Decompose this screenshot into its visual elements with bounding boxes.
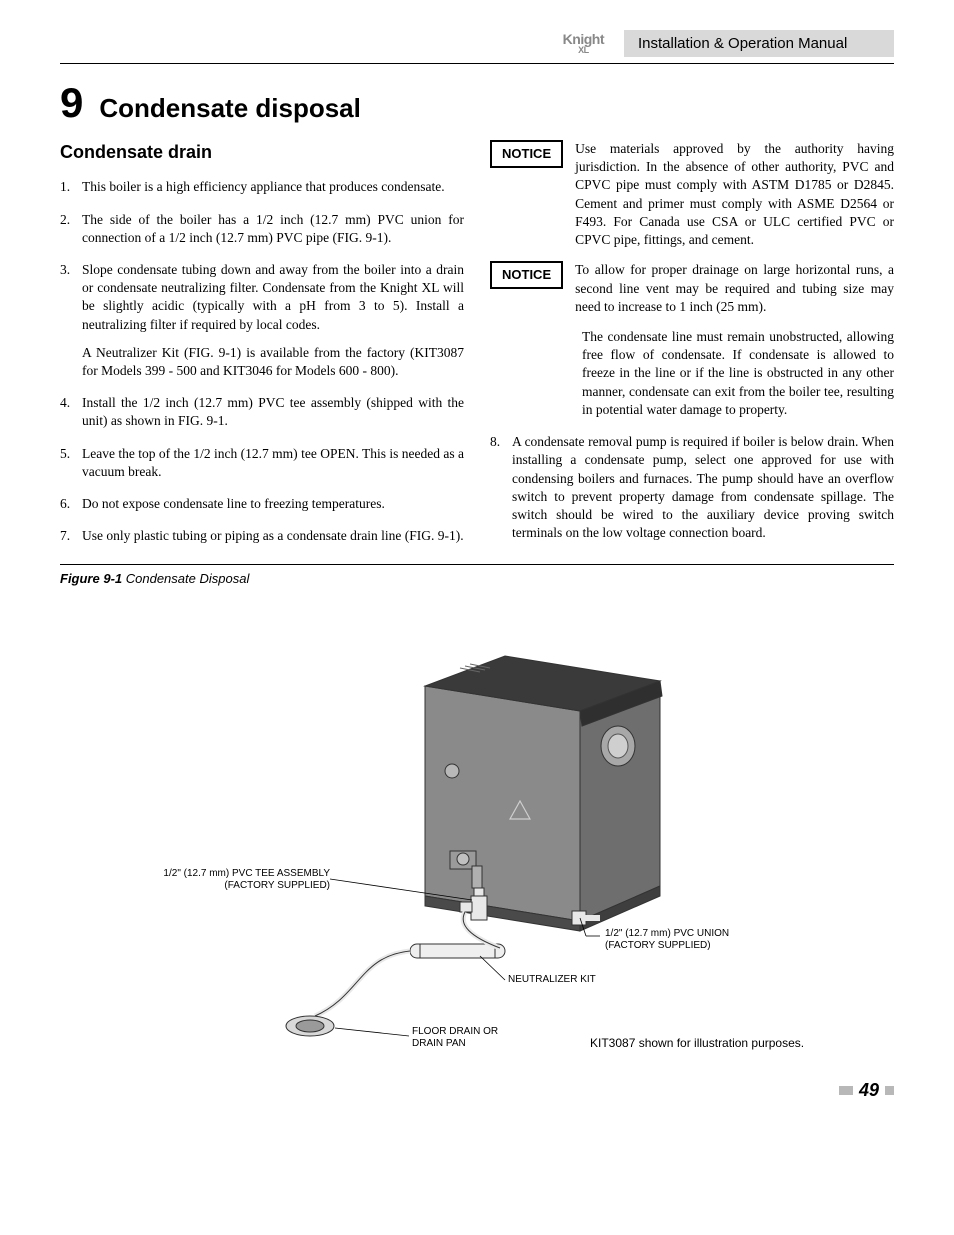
page-footer: 49 xyxy=(60,1080,894,1101)
figure-9-1: 1/2" (12.7 mm) PVC TEE ASSEMBLY (FACTORY… xyxy=(60,596,894,1076)
footer-decoration xyxy=(885,1086,894,1095)
chapter-heading: 9 Condensate disposal xyxy=(60,82,894,124)
list-item-extra: A Neutralizer Kit (FIG. 9-1) is availabl… xyxy=(82,344,464,380)
floor-drain xyxy=(286,1016,334,1036)
notice-text: To allow for proper drainage on large ho… xyxy=(575,261,894,316)
list-item: 5.Leave the top of the 1/2 inch (12.7 mm… xyxy=(60,445,464,481)
content-columns: Condensate drain 1.This boiler is a high… xyxy=(60,140,894,560)
callout-tee: 1/2" (12.7 mm) PVC TEE ASSEMBLY (FACTORY… xyxy=(130,868,330,892)
list-item: 8.A condensate removal pump is required … xyxy=(490,433,894,542)
boiler-body xyxy=(425,656,662,931)
tube-segment xyxy=(315,951,410,1016)
instruction-list-cont: 8.A condensate removal pump is required … xyxy=(490,433,894,542)
notice-label: NOTICE xyxy=(490,261,563,289)
notice-label: NOTICE xyxy=(490,140,563,168)
instruction-list: 1.This boiler is a high efficiency appli… xyxy=(60,178,464,545)
notice-text: Use materials approved by the authority … xyxy=(575,140,894,249)
list-item: 1.This boiler is a high efficiency appli… xyxy=(60,178,464,196)
list-item: 2.The side of the boiler has a 1/2 inch … xyxy=(60,211,464,247)
header-rule xyxy=(60,63,894,64)
right-column: NOTICE Use materials approved by the aut… xyxy=(490,140,894,560)
footer-decoration xyxy=(839,1086,853,1095)
manual-title: Installation & Operation Manual xyxy=(624,30,894,57)
chapter-number: 9 xyxy=(60,82,83,124)
notice-continuation: The condensate line must remain unobstru… xyxy=(582,328,894,419)
list-item: 3.Slope condensate tubing down and away … xyxy=(60,261,464,380)
notice-block: NOTICE To allow for proper drainage on l… xyxy=(490,261,894,316)
figure-label: Figure 9-1 xyxy=(60,571,122,586)
figure-rule xyxy=(60,564,894,565)
chapter-title: Condensate disposal xyxy=(99,93,361,124)
left-column: Condensate drain 1.This boiler is a high… xyxy=(60,140,464,560)
figure-title: Condensate Disposal xyxy=(126,571,250,586)
list-item: 7.Use only plastic tubing or piping as a… xyxy=(60,527,464,545)
callout-neutralizer: NEUTRALIZER KIT xyxy=(508,974,596,986)
brand-logo: Knight XL xyxy=(563,33,604,54)
list-item: 6.Do not expose condensate line to freez… xyxy=(60,495,464,513)
figure-caption: Figure 9-1 Condensate Disposal xyxy=(60,571,894,586)
notice-block: NOTICE Use materials approved by the aut… xyxy=(490,140,894,249)
section-title: Condensate drain xyxy=(60,140,464,164)
page-header: Knight XL Installation & Operation Manua… xyxy=(60,30,894,57)
boiler-illustration xyxy=(60,596,894,1066)
callout-union: 1/2" (12.7 mm) PVC UNION (FACTORY SUPPLI… xyxy=(605,928,729,952)
illustration-note: KIT3087 shown for illustration purposes. xyxy=(590,1036,804,1050)
list-item: 4.Install the 1/2 inch (12.7 mm) PVC tee… xyxy=(60,394,464,430)
callout-drain: FLOOR DRAIN OR DRAIN PAN xyxy=(412,1026,498,1050)
page-number: 49 xyxy=(859,1080,879,1101)
